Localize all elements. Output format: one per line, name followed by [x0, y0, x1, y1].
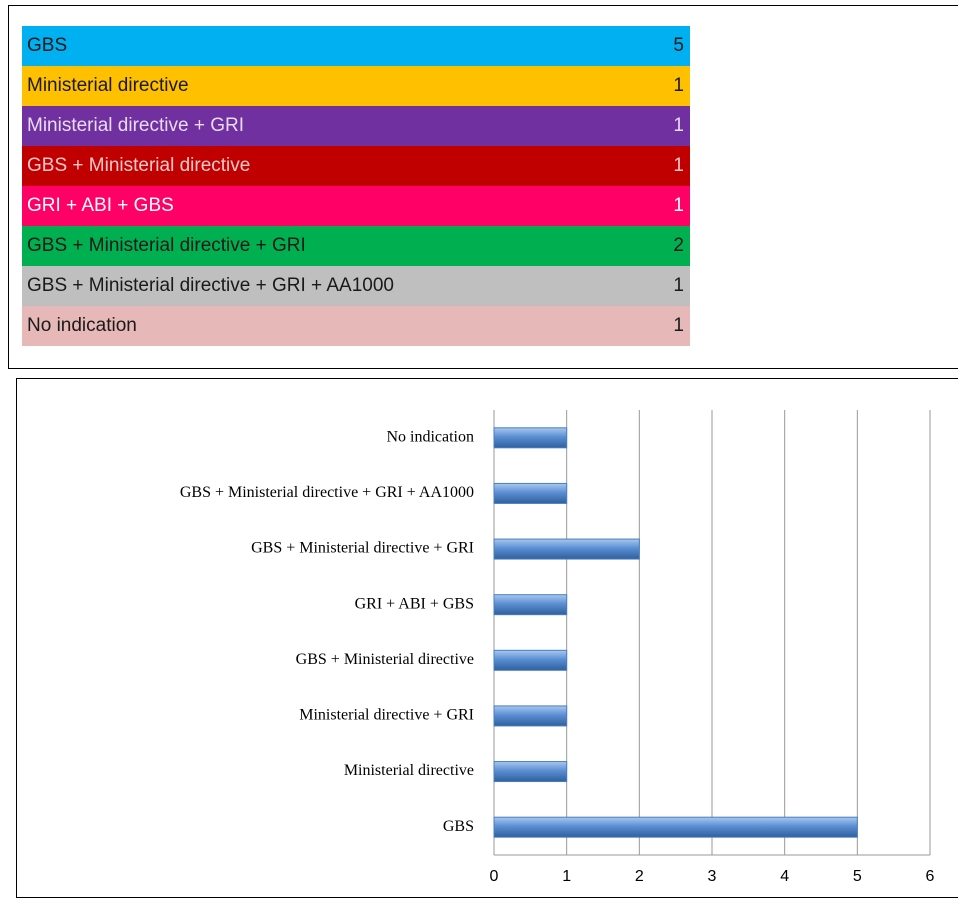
bar: [493, 705, 568, 727]
bar: [493, 538, 640, 560]
row-label: GBS + Ministerial directive + GRI: [27, 235, 306, 256]
row-label: No indication: [27, 315, 137, 336]
row-label: Ministerial directive + GRI: [27, 115, 244, 136]
x-tick-label: 5: [853, 868, 862, 885]
table-row: Ministerial directive + GRI 1: [22, 106, 690, 146]
bar: [493, 427, 568, 449]
row-label: GBS + Ministerial directive: [27, 155, 251, 176]
x-tick-label: 6: [926, 868, 935, 885]
row-label: Ministerial directive: [27, 75, 189, 96]
table-row: No indication 1: [22, 306, 690, 346]
table-frame: [8, 5, 958, 369]
table-row: GRI + ABI + GBS 1: [22, 186, 690, 226]
y-tick-label: GRI + ABI + GBS: [355, 595, 474, 612]
table-row: GBS + Ministerial directive + GRI + AA10…: [22, 266, 690, 306]
x-tick-label: 1: [562, 868, 571, 885]
x-tick-label: 3: [708, 868, 717, 885]
table-row: GBS 5: [22, 26, 690, 66]
row-label: GRI + ABI + GBS: [27, 195, 174, 216]
row-value: 2: [673, 235, 684, 256]
row-value: 1: [673, 75, 684, 96]
table-row: Ministerial directive 1: [22, 66, 690, 106]
bar: [493, 482, 568, 504]
row-value: 1: [673, 195, 684, 216]
y-tick-label: GBS + Ministerial directive + GRI + AA10…: [180, 484, 474, 501]
y-tick-label: No indication: [386, 428, 474, 445]
y-tick-label: GBS + Ministerial directive: [296, 651, 474, 668]
table-row: GBS + Ministerial directive 1: [22, 146, 690, 186]
table: GBS 5 Ministerial directive 1 Ministerial di…: [22, 26, 690, 346]
y-tick-label: GBS + Ministerial directive + GRI: [251, 540, 474, 557]
x-tick-label: 2: [635, 868, 644, 885]
row-value: 1: [673, 315, 684, 336]
bar: [493, 761, 568, 783]
x-tick-label: 4: [780, 868, 789, 885]
row-value: 5: [673, 35, 684, 56]
y-tick-label: GBS: [443, 818, 474, 835]
row-value: 1: [673, 155, 684, 176]
row-label: GBS + Ministerial directive + GRI + AA10…: [27, 275, 394, 296]
bar: [493, 649, 568, 671]
row-label: GBS: [27, 35, 68, 56]
y-tick-label: Ministerial directive: [344, 762, 474, 779]
bar: [493, 816, 858, 838]
y-tick-label: Ministerial directive + GRI: [299, 707, 474, 724]
row-value: 1: [673, 275, 684, 296]
bar: [493, 594, 568, 616]
row-value: 1: [673, 115, 684, 136]
x-tick-label: 0: [490, 868, 499, 885]
table-row: GBS + Ministerial directive + GRI 2: [22, 226, 690, 266]
